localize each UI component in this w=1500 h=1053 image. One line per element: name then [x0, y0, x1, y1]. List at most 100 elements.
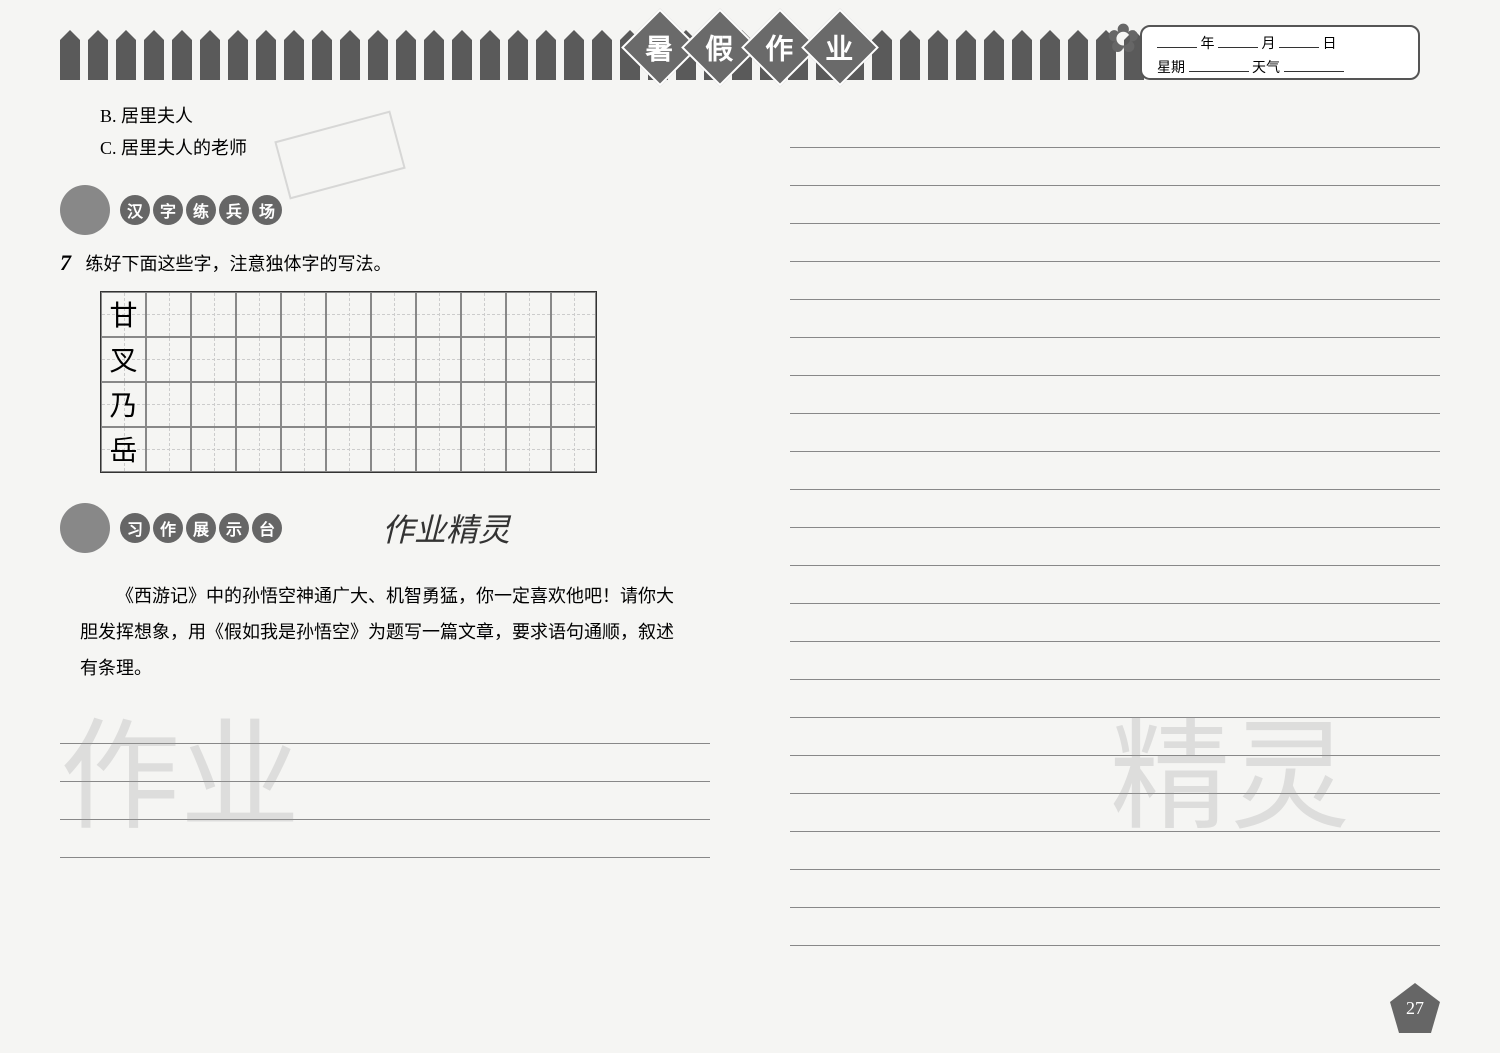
fence-post	[88, 40, 108, 80]
writing-line[interactable]	[790, 110, 1440, 148]
writing-line[interactable]	[790, 680, 1440, 718]
grid-cell[interactable]	[371, 382, 416, 427]
writing-line[interactable]	[790, 376, 1440, 414]
grid-cell[interactable]	[281, 427, 326, 472]
grid-cell[interactable]	[191, 382, 236, 427]
writing-line[interactable]	[790, 414, 1440, 452]
weather-blank[interactable]	[1284, 56, 1344, 72]
writing-line[interactable]	[790, 338, 1440, 376]
grid-cell[interactable]	[461, 382, 506, 427]
grid-cell[interactable]	[326, 292, 371, 337]
grid-cell: 甘	[101, 292, 146, 337]
writing-line[interactable]	[790, 794, 1440, 832]
fence-post	[60, 40, 80, 80]
year-blank[interactable]	[1157, 32, 1197, 48]
grid-cell[interactable]	[236, 292, 281, 337]
day-blank[interactable]	[1279, 32, 1319, 48]
grid-cell[interactable]	[506, 292, 551, 337]
grid-cell[interactable]	[416, 382, 461, 427]
fence-post	[312, 40, 332, 80]
fence-post	[200, 40, 220, 80]
grid-cell[interactable]	[326, 427, 371, 472]
exercise-7: 7 练好下面这些字，注意独体字的写法。	[60, 250, 710, 276]
grid-cell[interactable]	[191, 337, 236, 382]
title-diamonds: 暑假作业	[633, 20, 868, 75]
section-title-char: 汉	[120, 195, 150, 225]
grid-cell[interactable]	[551, 382, 596, 427]
section-header-2: 习作展示台 作业精灵	[60, 503, 710, 553]
grid-cell[interactable]	[461, 292, 506, 337]
writing-line[interactable]	[790, 642, 1440, 680]
fence-post	[172, 40, 192, 80]
writing-line[interactable]	[790, 262, 1440, 300]
fence-post	[900, 40, 920, 80]
practice-char: 甘	[109, 301, 137, 332]
section-title-char: 场	[252, 195, 282, 225]
writing-line[interactable]	[60, 820, 710, 858]
grid-cell[interactable]	[551, 427, 596, 472]
fence-post	[564, 40, 584, 80]
writing-line[interactable]	[790, 832, 1440, 870]
grid-cell[interactable]	[461, 337, 506, 382]
writing-line[interactable]	[790, 718, 1440, 756]
grid-cell[interactable]	[281, 337, 326, 382]
grid-cell[interactable]	[416, 337, 461, 382]
grid-cell[interactable]	[326, 337, 371, 382]
grid-cell[interactable]	[506, 382, 551, 427]
grid-cell[interactable]	[191, 292, 236, 337]
grid-cell[interactable]	[416, 427, 461, 472]
grid-cell[interactable]	[281, 382, 326, 427]
grid-cell[interactable]	[371, 292, 416, 337]
grid-cell[interactable]	[371, 337, 416, 382]
writing-line[interactable]	[60, 744, 710, 782]
grid-cell[interactable]	[146, 337, 191, 382]
grid-cell[interactable]	[551, 292, 596, 337]
writing-line[interactable]	[790, 908, 1440, 946]
grid-cell[interactable]	[146, 382, 191, 427]
grid-cell[interactable]	[191, 427, 236, 472]
writing-line[interactable]	[60, 706, 710, 744]
grid-cell[interactable]	[146, 427, 191, 472]
writing-line[interactable]	[790, 452, 1440, 490]
section-title-char: 兵	[219, 195, 249, 225]
grid-cell[interactable]	[461, 427, 506, 472]
month-blank[interactable]	[1218, 32, 1258, 48]
grid-cell[interactable]	[506, 337, 551, 382]
grid-cell[interactable]	[371, 427, 416, 472]
grid-cell[interactable]	[506, 427, 551, 472]
writing-line[interactable]	[790, 566, 1440, 604]
writing-line[interactable]	[790, 528, 1440, 566]
section-title-char: 字	[153, 195, 183, 225]
grid-cell[interactable]	[551, 337, 596, 382]
title-char: 业	[826, 27, 854, 67]
section-title-char: 作	[153, 513, 183, 543]
page-number: 27	[1390, 983, 1440, 1033]
writing-line[interactable]	[790, 870, 1440, 908]
grid-cell[interactable]	[236, 427, 281, 472]
grid-cell[interactable]	[281, 292, 326, 337]
writing-line[interactable]	[790, 300, 1440, 338]
weekday-blank[interactable]	[1189, 56, 1249, 72]
writing-line[interactable]	[790, 490, 1440, 528]
handwritten-note: 作业精灵	[382, 505, 510, 551]
grid-cell[interactable]	[236, 337, 281, 382]
grid-cell[interactable]	[326, 382, 371, 427]
fence-post	[228, 40, 248, 80]
grid-cell[interactable]	[146, 292, 191, 337]
grid-cell[interactable]	[236, 382, 281, 427]
fence-post	[452, 40, 472, 80]
fence-post	[256, 40, 276, 80]
grid-cell[interactable]	[416, 292, 461, 337]
section-title-char: 练	[186, 195, 216, 225]
writing-line[interactable]	[790, 224, 1440, 262]
writing-line[interactable]	[790, 604, 1440, 642]
month-label: 月	[1262, 37, 1276, 52]
fence-post	[928, 40, 948, 80]
writing-line[interactable]	[60, 782, 710, 820]
fence-post	[368, 40, 388, 80]
writing-line[interactable]	[790, 148, 1440, 186]
practice-char: 叉	[109, 346, 137, 377]
weather-label: 天气	[1252, 61, 1280, 76]
writing-line[interactable]	[790, 186, 1440, 224]
writing-line[interactable]	[790, 756, 1440, 794]
